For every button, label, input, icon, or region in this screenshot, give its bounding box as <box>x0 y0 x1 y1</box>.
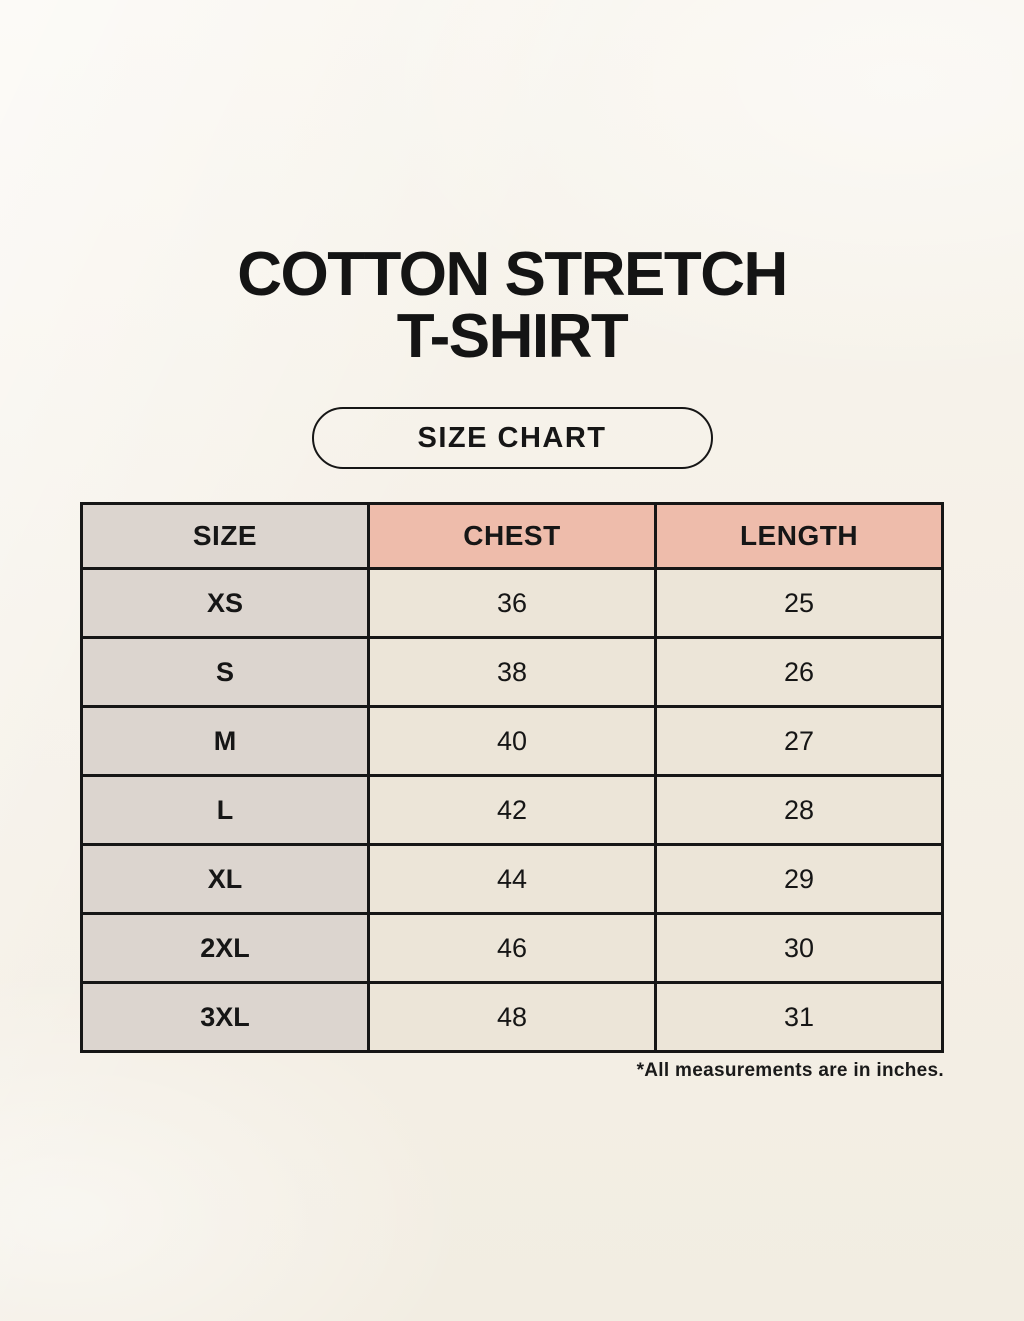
cell-chest: 40 <box>367 705 657 777</box>
cell-length: 28 <box>654 774 944 846</box>
measurement-note: *All measurements are in inches. <box>636 1060 944 1081</box>
table-header-row: SIZE CHEST LENGTH <box>80 502 944 570</box>
cell-length: 25 <box>654 567 944 639</box>
cell-size: 2XL <box>80 912 370 984</box>
table-header-size: SIZE <box>80 502 370 570</box>
cell-chest: 42 <box>367 774 657 846</box>
cell-length: 27 <box>654 705 944 777</box>
cell-length: 31 <box>654 981 944 1053</box>
page-title: COTTON STRETCH T-SHIRT <box>0 0 1024 368</box>
table-row: 2XL 46 30 <box>80 912 944 984</box>
table-row: 3XL 48 31 <box>80 981 944 1053</box>
table-header-length: LENGTH <box>654 502 944 570</box>
page-title-line-1: COTTON STRETCH <box>237 240 788 309</box>
cell-length: 29 <box>654 843 944 915</box>
cell-chest: 38 <box>367 636 657 708</box>
cell-size: XS <box>80 567 370 639</box>
size-chart-button-label: SIZE CHART <box>417 421 607 454</box>
table-row: M 40 27 <box>80 705 944 777</box>
page-title-line-2: T-SHIRT <box>396 302 629 371</box>
table-row: L 42 28 <box>80 774 944 846</box>
size-table: SIZE CHEST LENGTH XS 36 25 S 38 26 M 40 … <box>80 502 944 1053</box>
table-header-chest: CHEST <box>367 502 657 570</box>
cell-chest: 48 <box>367 981 657 1053</box>
cell-length: 30 <box>654 912 944 984</box>
size-chart-button[interactable]: SIZE CHART <box>311 407 713 469</box>
cell-length: 26 <box>654 636 944 708</box>
size-table-body: XS 36 25 S 38 26 M 40 27 L 42 28 XL 44 <box>80 567 944 1053</box>
cell-size: XL <box>80 843 370 915</box>
cell-size: S <box>80 636 370 708</box>
table-row: XS 36 25 <box>80 567 944 639</box>
size-table-header: SIZE CHEST LENGTH <box>80 502 944 570</box>
cell-size: 3XL <box>80 981 370 1053</box>
cell-size: M <box>80 705 370 777</box>
cell-chest: 36 <box>367 567 657 639</box>
cell-chest: 46 <box>367 912 657 984</box>
table-row: XL 44 29 <box>80 843 944 915</box>
table-row: S 38 26 <box>80 636 944 708</box>
cell-size: L <box>80 774 370 846</box>
cell-chest: 44 <box>367 843 657 915</box>
